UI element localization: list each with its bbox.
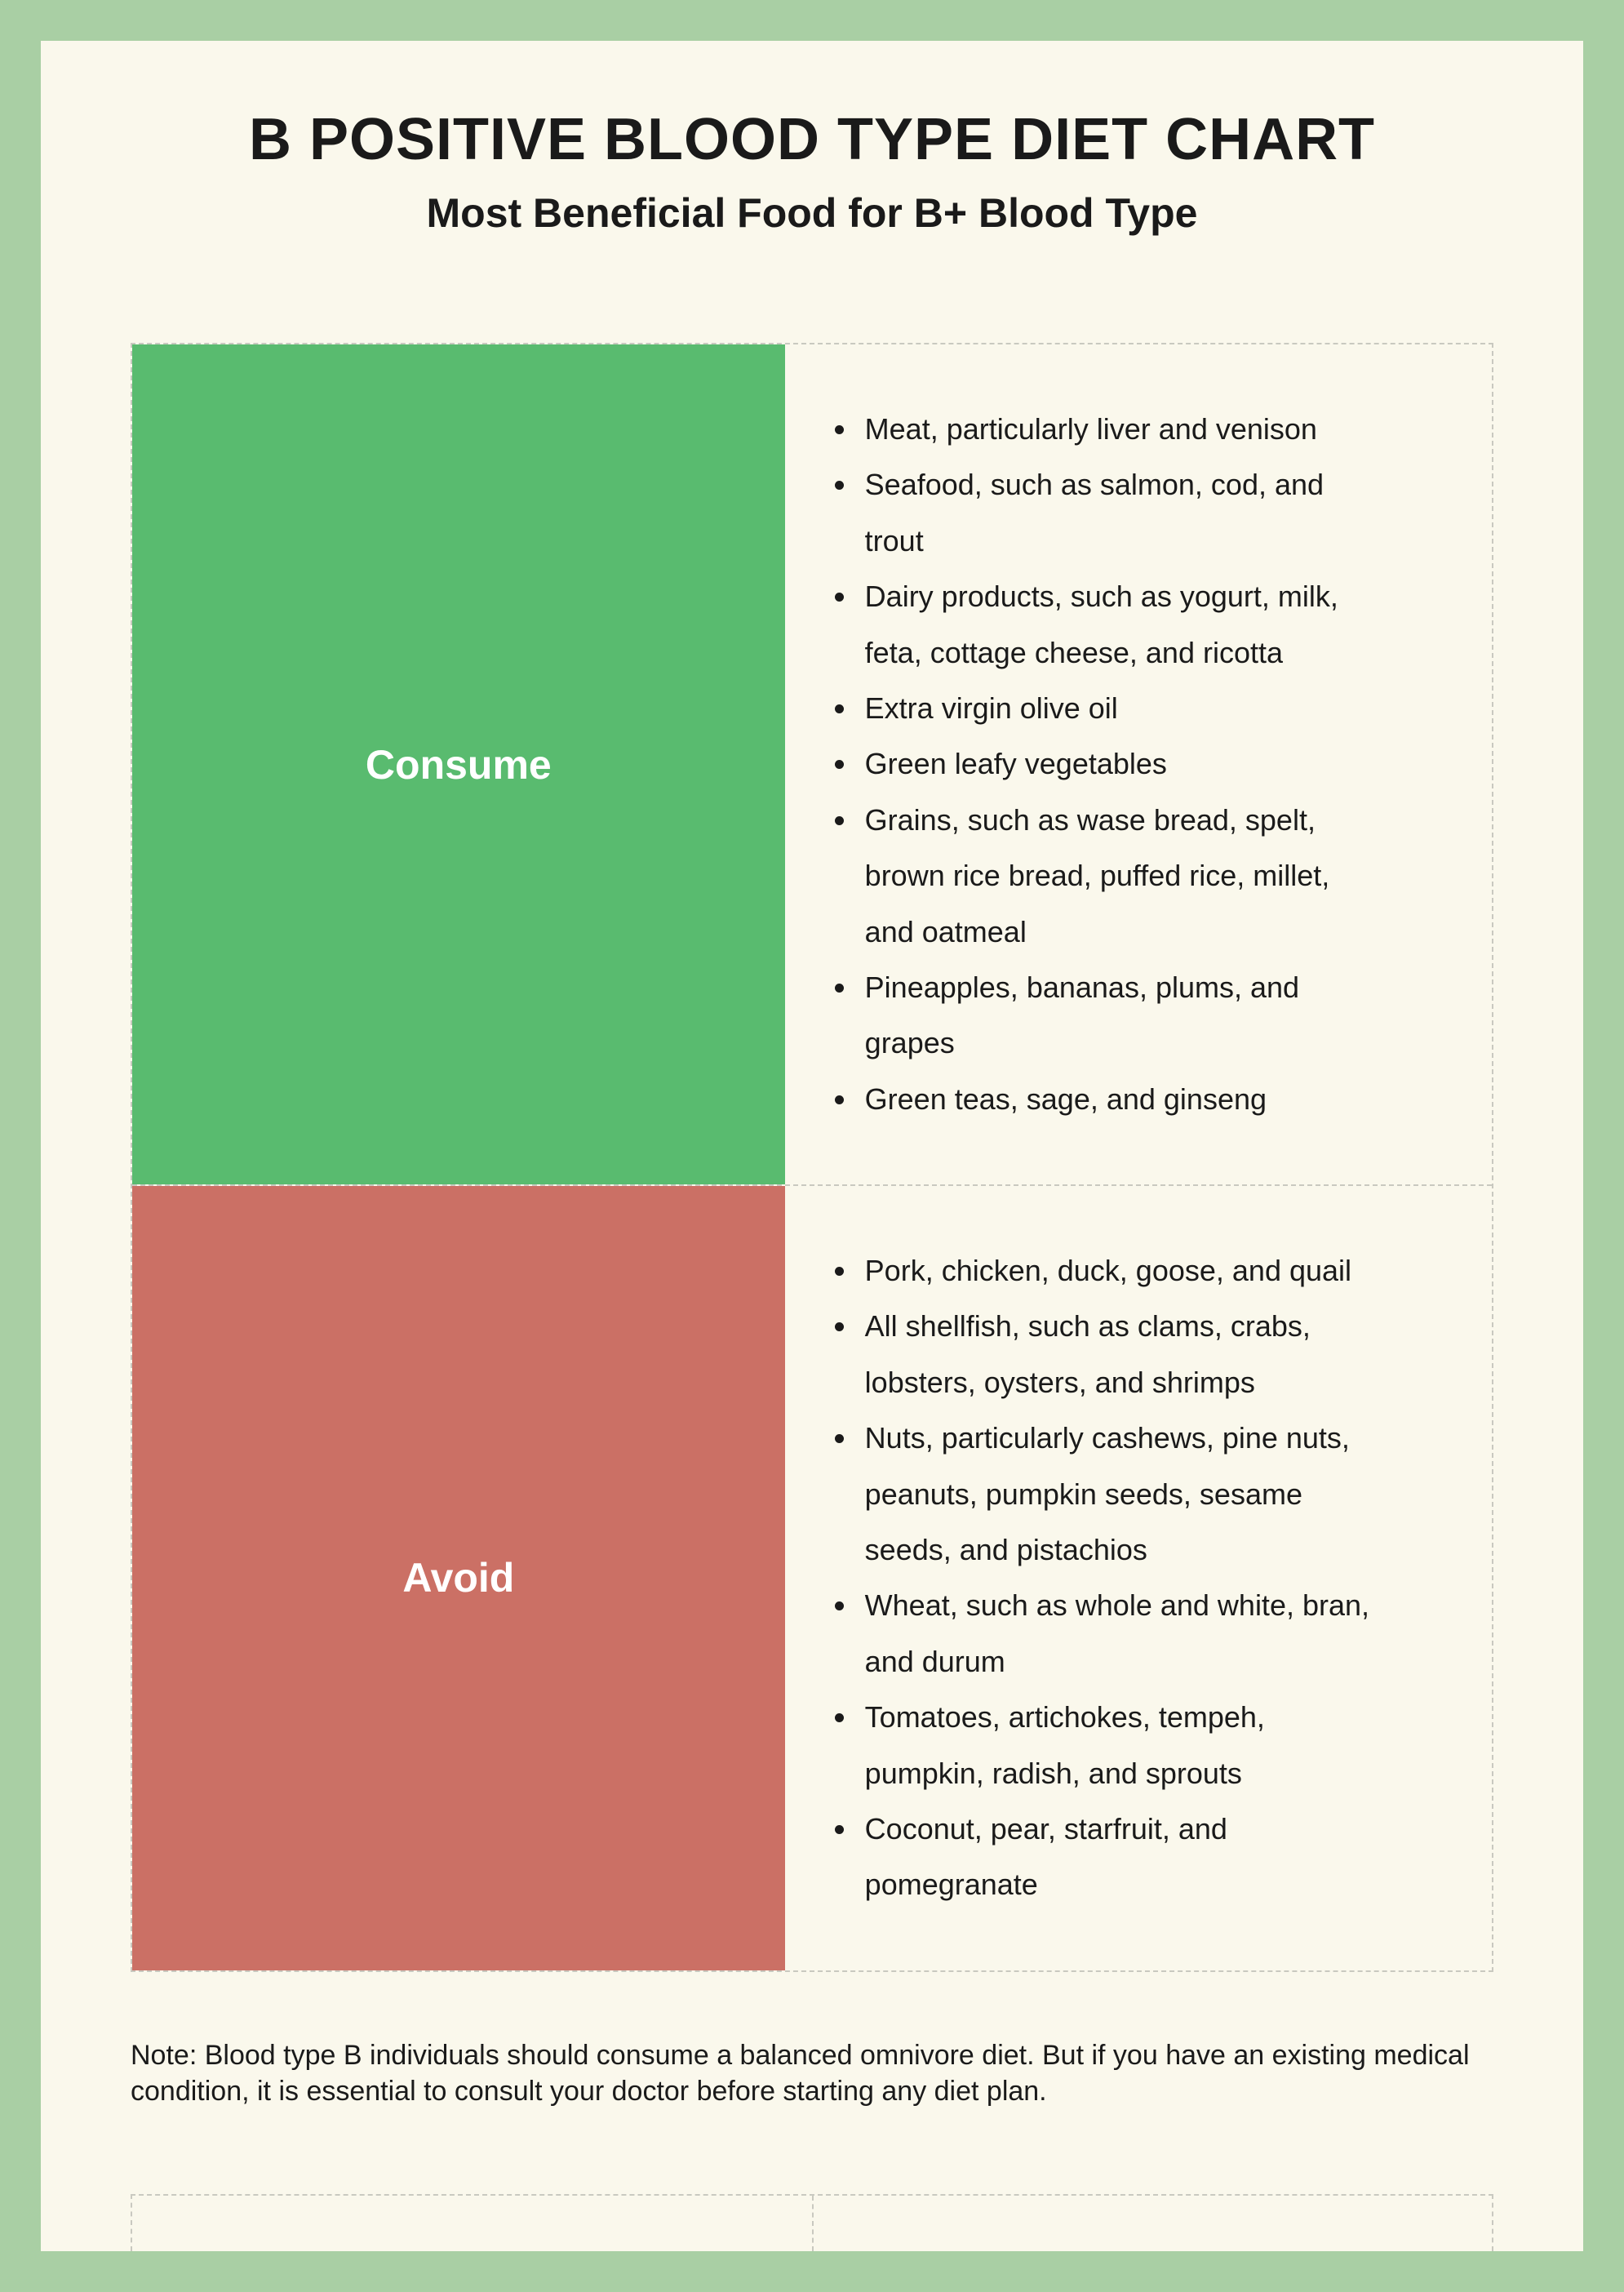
consume-list: Meat, particularly liver and venisonSeaf… (818, 402, 1451, 1127)
list-item: Seafood, such as salmon, cod, and trout (859, 457, 1381, 569)
list-item: Nuts, particularly cashews, pine nuts, p… (859, 1410, 1381, 1578)
row-consume: Consume Meat, particularly liver and ven… (132, 344, 1492, 1186)
list-item: Extra virgin olive oil (859, 681, 1381, 736)
list-item: Pineapples, bananas, plums, and grapes (859, 960, 1381, 1072)
consume-label: Consume (366, 741, 552, 788)
diet-table: Consume Meat, particularly liver and ven… (131, 343, 1493, 1972)
list-item: Green teas, sage, and ginseng (859, 1072, 1381, 1127)
list-item: Coconut, pear, starfruit, and pomegranat… (859, 1801, 1381, 1913)
bottom-dashed-divider (812, 2196, 814, 2251)
avoid-label: Avoid (402, 1554, 514, 1601)
page: B POSITIVE BLOOD TYPE DIET CHART Most Be… (41, 41, 1583, 2251)
list-item: Pork, chicken, duck, goose, and quail (859, 1243, 1381, 1299)
list-item: Tomatoes, artichokes, tempeh, pumpkin, r… (859, 1690, 1381, 1801)
avoid-label-cell: Avoid (132, 1186, 785, 1970)
consume-list-cell: Meat, particularly liver and venisonSeaf… (785, 344, 1492, 1184)
list-item: Dairy products, such as yogurt, milk, fe… (859, 569, 1381, 681)
avoid-list: Pork, chicken, duck, goose, and quailAll… (818, 1243, 1451, 1913)
note-text: Note: Blood type B individuals should co… (131, 2037, 1493, 2109)
page-title: B POSITIVE BLOOD TYPE DIET CHART (106, 106, 1518, 173)
list-item: Grains, such as wase bread, spelt, brown… (859, 793, 1381, 960)
bottom-dashed-box (131, 2194, 1493, 2251)
list-item: Meat, particularly liver and venison (859, 402, 1381, 457)
list-item: Green leafy vegetables (859, 736, 1381, 792)
page-subtitle: Most Beneficial Food for B+ Blood Type (106, 189, 1518, 237)
row-avoid: Avoid Pork, chicken, duck, goose, and qu… (132, 1186, 1492, 1970)
avoid-list-cell: Pork, chicken, duck, goose, and quailAll… (785, 1186, 1492, 1970)
list-item: All shellfish, such as clams, crabs, lob… (859, 1299, 1381, 1410)
consume-label-cell: Consume (132, 344, 785, 1184)
list-item: Wheat, such as whole and white, bran, an… (859, 1578, 1381, 1690)
